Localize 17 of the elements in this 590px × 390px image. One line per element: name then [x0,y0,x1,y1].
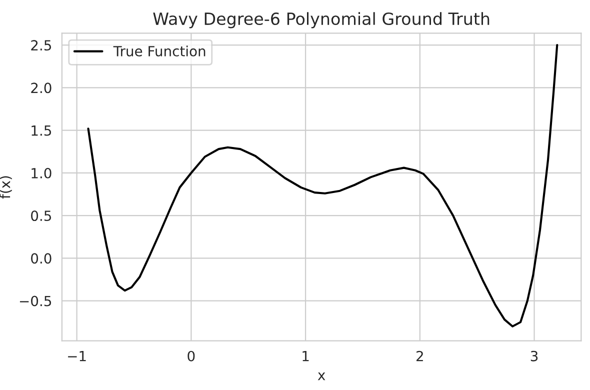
y-tick-label: 0.5 [31,210,52,222]
x-tick-label: 3 [530,350,538,362]
x-tick-label: −1 [68,351,86,362]
y-tick-label: 2.5 [31,40,52,51]
x-tick-label: 0 [188,350,195,362]
y-tick-label: 0.0 [31,253,52,264]
x-tick-label: 2 [416,350,423,362]
x-tick-label: 1 [302,351,309,362]
y-axis-title: f(x) [0,176,12,199]
legend-label: True Function [113,46,206,56]
chart-title: Wavy Degree-6 Polynomial Ground Truth [153,12,490,28]
y-tick-label: −0.5 [20,296,52,306]
line-series [87,44,558,328]
y-tick-label: 1.5 [32,125,52,136]
y-tick-label: 1.0 [32,168,52,178]
y-tick-label: 2.0 [31,82,52,94]
x-axis-title: x [318,372,326,380]
